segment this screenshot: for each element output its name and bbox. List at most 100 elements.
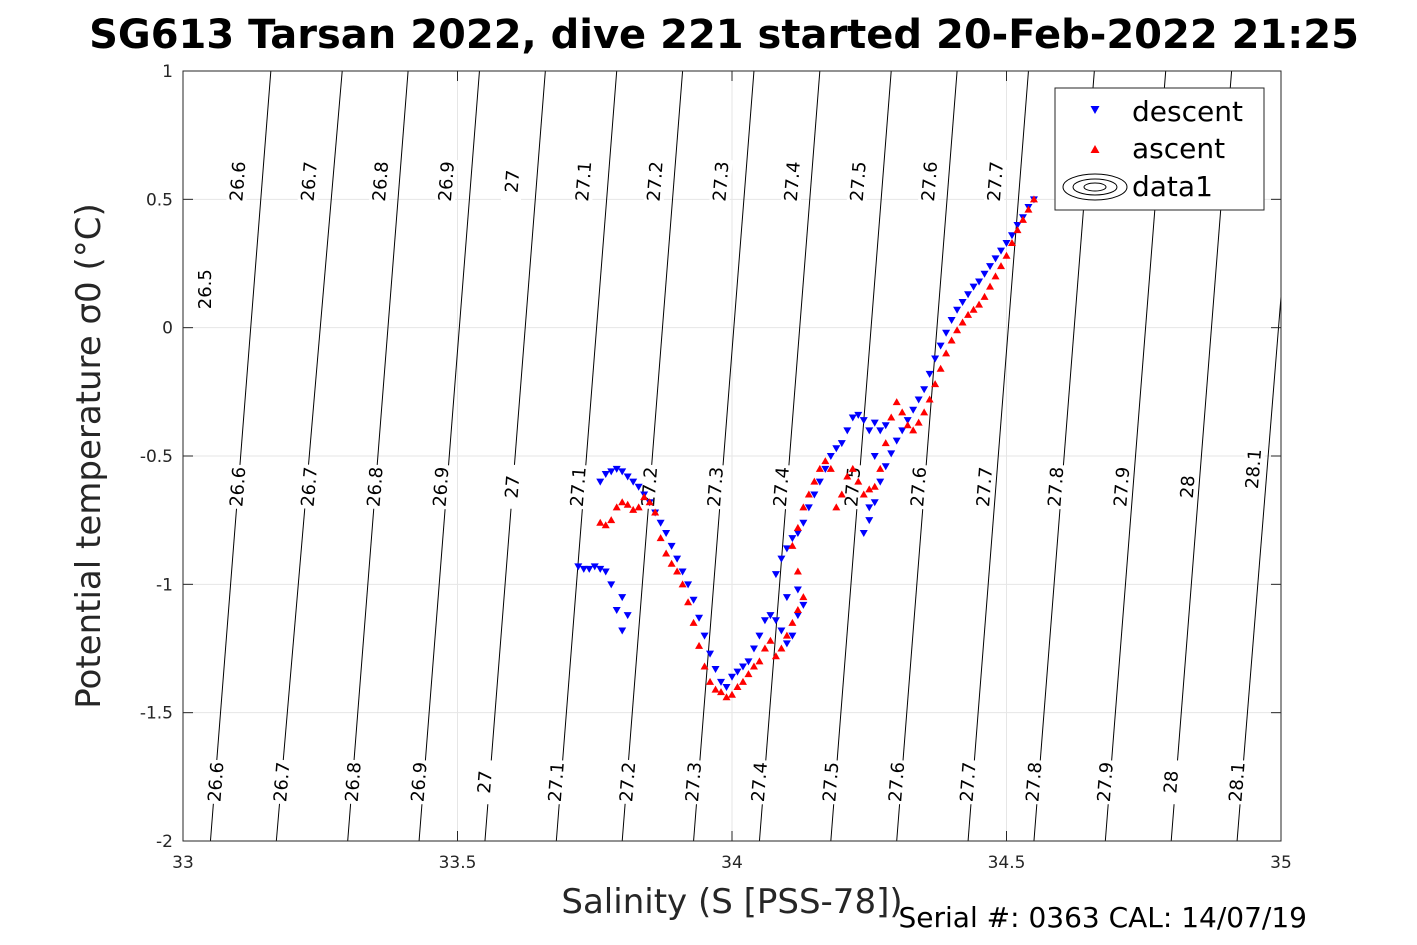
descent-point (969, 283, 978, 291)
ascent-point (925, 395, 934, 403)
descent-point (667, 542, 676, 550)
ascent-point (799, 503, 808, 511)
descent-point (898, 427, 907, 435)
isopycnal-line (621, 70, 684, 842)
ascent-point (618, 498, 627, 506)
descent-point (821, 465, 830, 473)
descent-point (986, 263, 995, 271)
descent-point (782, 640, 791, 648)
isopycnal-label-bg (1093, 759, 1118, 805)
ascent-point (942, 349, 951, 357)
legend-ascent-label: ascent (1132, 132, 1225, 165)
isopycnal-label-bg (269, 759, 294, 805)
ascent-point (898, 408, 907, 416)
ascent-point (991, 272, 1000, 280)
ascent-point (832, 503, 841, 511)
isopycnal-label-bg (747, 759, 772, 805)
isopycnal-label: 26.8 (369, 161, 393, 203)
isopycnal-label-bg (341, 759, 365, 805)
ascent-point (651, 508, 660, 516)
ascent-point (793, 606, 802, 613)
descent-point (793, 530, 802, 537)
descent-point (810, 491, 819, 499)
isopycnal-label-bg (1044, 464, 1068, 510)
isopycnal-label-bg (906, 464, 931, 510)
isopycnal-label: 27.6 (885, 761, 909, 803)
descent-point (623, 612, 632, 620)
legend-contour-icon (1062, 173, 1128, 201)
isopycnal-label: 26.7 (270, 761, 294, 803)
ascent-point (722, 693, 731, 701)
y-tick-label: -1 (156, 575, 173, 595)
isopycnal-label: 27.1 (572, 161, 596, 203)
x-axis-ticks: 33 33.5 34 34.5 35 (172, 71, 1292, 873)
isopycnal-label: 27 (502, 169, 525, 193)
isopycnal-label-bg (643, 158, 667, 205)
descent-point (744, 658, 753, 666)
isopycnal-label-bg (885, 759, 909, 805)
isopycnal-label-bg (434, 158, 459, 205)
isopycnal-line (275, 70, 343, 842)
descent-point (612, 607, 621, 614)
ascent-point (980, 292, 989, 300)
descent-point (722, 684, 731, 691)
ascent-point (744, 670, 753, 678)
descent-point (662, 530, 671, 537)
ascent-point (673, 567, 682, 575)
descent-point (953, 306, 962, 314)
ascent-point (859, 490, 868, 498)
descent-point (777, 555, 786, 563)
descent-point (848, 414, 857, 422)
isopycnal-label-bg (709, 158, 733, 205)
descent-point (788, 632, 797, 640)
x-tick-label: 34.5 (988, 853, 1026, 873)
descent-point (618, 594, 627, 602)
ascent-point (909, 426, 918, 434)
isopycnal-line (555, 70, 618, 842)
descent-point (782, 594, 791, 602)
isopycnal-label: 27.1 (567, 466, 591, 508)
isopycnal-label: 26.8 (364, 466, 388, 508)
isopycnal-label-bg (1175, 464, 1200, 510)
descent-point (623, 473, 632, 481)
descent-point (826, 453, 835, 460)
descent-point (596, 478, 605, 486)
isopycnal-line (693, 70, 755, 842)
descent-point (854, 411, 863, 419)
descent-point (865, 517, 874, 525)
isopycnal-label: 27 (502, 475, 525, 499)
isopycnal-label: 27 (474, 770, 497, 794)
ascent-point (623, 500, 632, 508)
isopycnal-label: 27.2 (644, 161, 668, 203)
ascent-point (997, 262, 1006, 270)
isopycnal-label-bg (429, 464, 453, 510)
x-tick-label: 33.5 (439, 853, 477, 873)
descent-point (793, 612, 802, 620)
ascent-point (969, 305, 978, 313)
descent-point (942, 329, 951, 337)
isopycnal-label-bg (204, 759, 228, 805)
descent-point (717, 678, 726, 686)
isopycnal-label: 27.8 (1044, 466, 1068, 508)
descent-point (590, 563, 599, 571)
ascent-point (1029, 195, 1038, 203)
descent-point (689, 596, 698, 604)
ascent-point (733, 683, 742, 690)
descent-point (601, 568, 610, 576)
isopycnal-line (758, 70, 821, 842)
isopycnal-label: 27.3 (682, 761, 706, 803)
descent-point (837, 440, 846, 448)
isopycnal-line (967, 70, 1029, 842)
ascent-point (788, 541, 797, 549)
descent-point (738, 663, 747, 671)
y-tick-label: 0 (162, 319, 173, 339)
descent-point (782, 545, 791, 553)
descent-point (997, 247, 1006, 255)
isopycnal-label-bg (616, 759, 640, 805)
descent-point (1002, 239, 1011, 247)
x-tick-label: 35 (1270, 853, 1292, 873)
descent-point (876, 478, 885, 486)
descent-point (936, 342, 945, 350)
ascent-point (837, 490, 846, 498)
descent-point (799, 519, 808, 527)
